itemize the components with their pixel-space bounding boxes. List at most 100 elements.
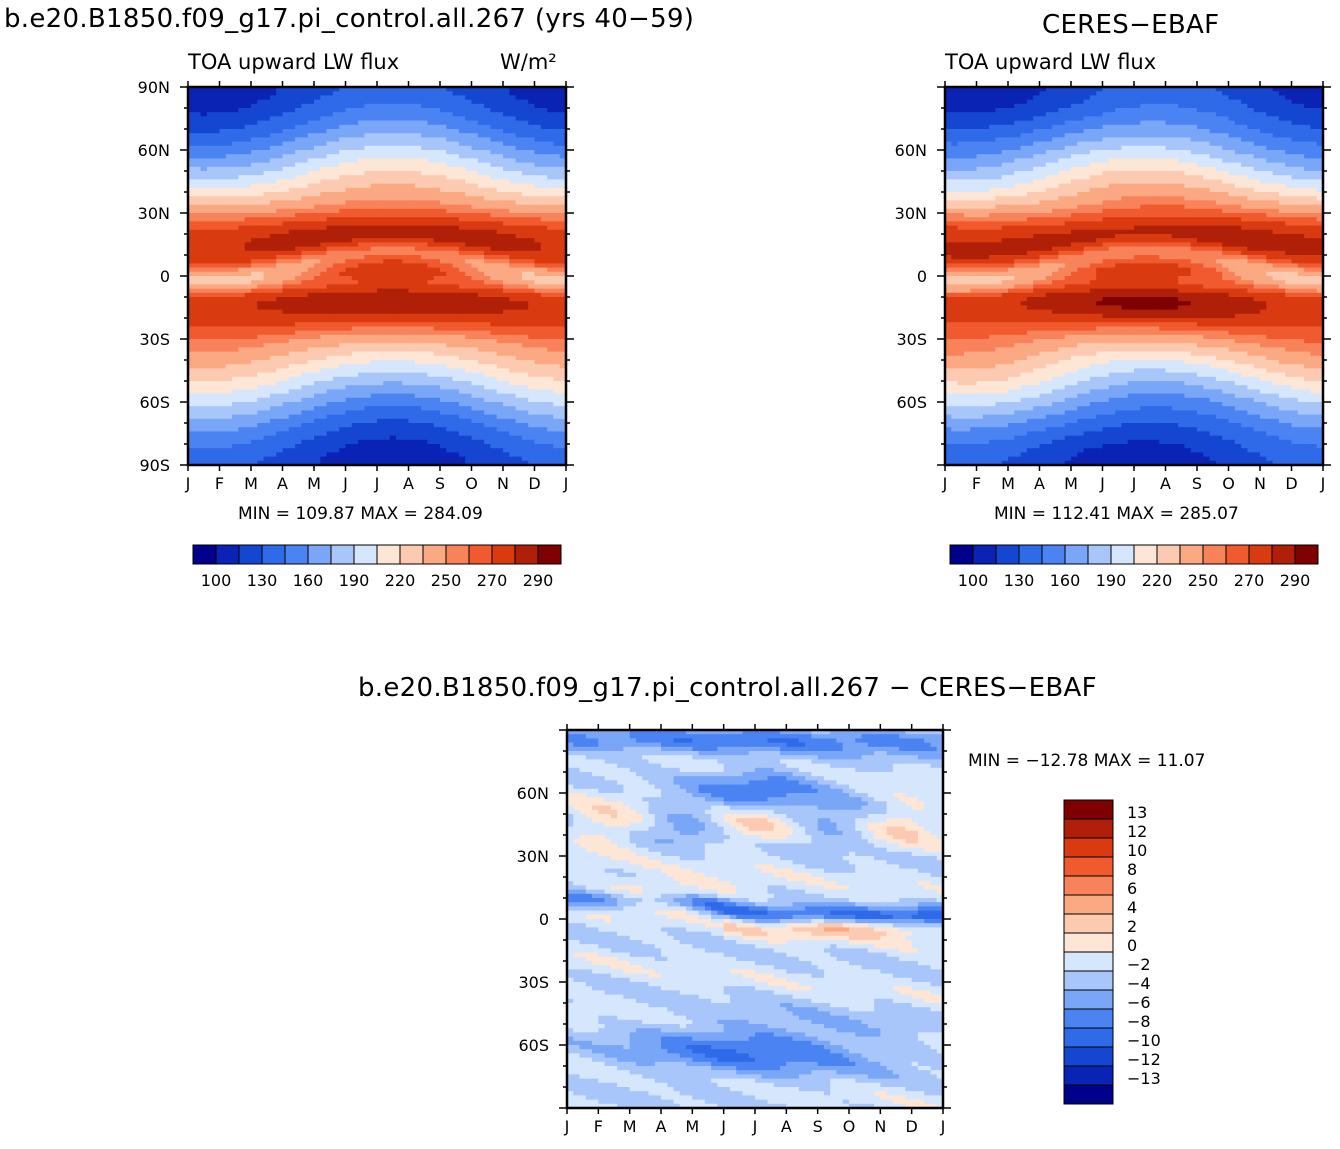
- contour-cell: [452, 103, 460, 109]
- contour-cell: [408, 103, 416, 109]
- contour-cell: [295, 175, 302, 180]
- contour-cell: [288, 145, 296, 151]
- contour-cell: [395, 108, 403, 113]
- contour-cell: [521, 87, 529, 92]
- contour-cell: [440, 175, 447, 180]
- contour-cell: [383, 334, 391, 340]
- contour-cell: [257, 192, 265, 197]
- contour-cell: [377, 250, 384, 256]
- contour-cell: [345, 120, 353, 126]
- contour-cell: [288, 217, 296, 222]
- contour-cell: [515, 175, 523, 180]
- contour-cell: [295, 112, 302, 117]
- contour-cell: [377, 418, 384, 424]
- contour-cell: [414, 397, 422, 403]
- contour-cell: [402, 229, 410, 235]
- contour-cell: [219, 234, 227, 239]
- contour-cell: [301, 339, 309, 344]
- contour-cell: [421, 187, 428, 193]
- contour-cell: [553, 103, 561, 109]
- contour-cell: [421, 208, 428, 214]
- contour-cell: [408, 166, 416, 172]
- contour-cell: [244, 418, 252, 424]
- contour-cell: [263, 99, 271, 105]
- contour-cell: [433, 284, 441, 290]
- contour-cell: [282, 376, 290, 382]
- contour-cell: [213, 309, 221, 315]
- contour-cell: [326, 234, 334, 239]
- contour-cell: [295, 242, 302, 248]
- contour-cell: [370, 389, 378, 395]
- contour-cell: [471, 423, 479, 428]
- contour-cell: [301, 246, 309, 252]
- contour-cell: [465, 292, 473, 298]
- contour-cell: [269, 213, 277, 218]
- contour-cell: [364, 355, 372, 361]
- contour-cell: [477, 347, 485, 353]
- contour-cell: [496, 250, 504, 256]
- contour-cell: [188, 313, 195, 319]
- contour-cell: [503, 305, 510, 311]
- contour-cell: [395, 171, 403, 176]
- contour-cell: [213, 129, 221, 134]
- contour-cell: [295, 229, 302, 235]
- contour-cell: [288, 326, 296, 332]
- contour-cell: [528, 150, 536, 155]
- contour-cell: [263, 381, 271, 386]
- contour-cell: [358, 271, 365, 277]
- contour-cell: [225, 334, 233, 340]
- contour-cell: [458, 87, 466, 92]
- contour-cell: [553, 150, 561, 155]
- contour-cell: [232, 431, 239, 437]
- contour-cell: [414, 124, 422, 130]
- contour-cell: [188, 87, 195, 92]
- contour-cell: [515, 171, 523, 176]
- contour-cell: [314, 99, 321, 105]
- contour-cell: [238, 246, 246, 252]
- contour-cell: [307, 397, 315, 403]
- contour-cell: [351, 418, 359, 424]
- contour-cell: [421, 124, 428, 130]
- contour-cell: [471, 183, 479, 189]
- contour-cell: [351, 196, 359, 201]
- contour-cell: [395, 196, 403, 201]
- contour-cell: [408, 259, 416, 264]
- contour-cell: [332, 213, 340, 218]
- contour-cell: [301, 234, 309, 239]
- contour-cell: [251, 423, 258, 428]
- contour-cell: [339, 204, 347, 210]
- contour-cell: [490, 330, 498, 336]
- contour-cell: [477, 129, 485, 134]
- contour-cell: [389, 250, 397, 256]
- contour-cell: [263, 402, 271, 407]
- contour-cell: [395, 414, 403, 420]
- contour-cell: [326, 217, 334, 222]
- contour-cell: [370, 318, 378, 323]
- contour-cell: [257, 334, 265, 340]
- contour-cell: [339, 410, 347, 416]
- contour-cell: [314, 414, 321, 420]
- contour-cell: [471, 259, 479, 264]
- contour-cell: [332, 397, 340, 403]
- contour-cell: [389, 381, 397, 386]
- contour-cell: [225, 313, 233, 319]
- contour-cell: [288, 263, 296, 269]
- contour-cell: [206, 108, 214, 113]
- contour-cell: [251, 112, 258, 117]
- contour-cell: [528, 351, 536, 357]
- contour-cell: [452, 112, 460, 117]
- contour-cell: [521, 267, 529, 273]
- contour-cell: [351, 213, 359, 218]
- contour-cell: [383, 318, 391, 323]
- contour-cell: [238, 91, 246, 96]
- contour-cell: [232, 137, 239, 143]
- contour-cell: [188, 116, 195, 122]
- contour-cell: [244, 187, 252, 193]
- contour-cell: [364, 334, 372, 340]
- contour-cell: [509, 364, 517, 369]
- contour-cell: [446, 225, 454, 231]
- contour-cell: [503, 120, 510, 126]
- contour-cell: [402, 116, 410, 122]
- contour-cell: [370, 288, 378, 294]
- contour-cell: [213, 288, 221, 294]
